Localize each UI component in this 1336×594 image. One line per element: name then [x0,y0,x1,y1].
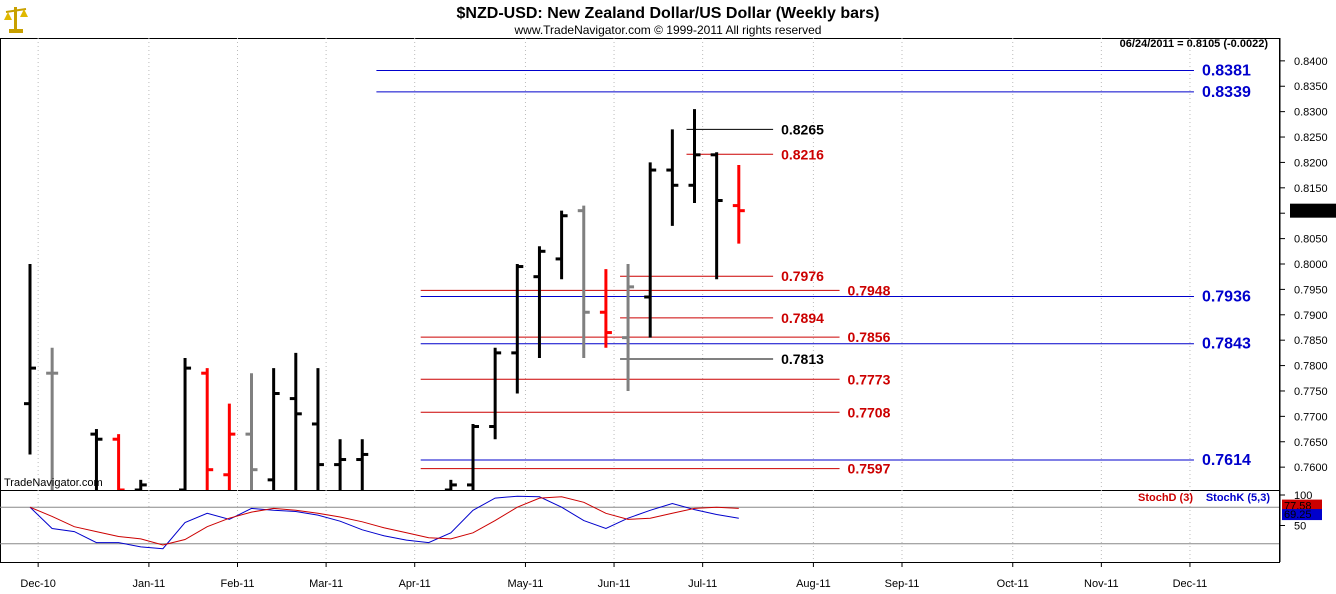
price-tick-label: 0.7850 [1294,335,1328,347]
vertical-grid [37,38,1191,562]
stochk-line [29,495,739,550]
copyright-subtitle: www.TradeNavigator.com © 1999-2011 All r… [514,23,822,37]
price-tick-label: 0.7800 [1294,361,1328,373]
time-label: Feb-11 [220,578,254,590]
price-tick-label: 0.7700 [1294,411,1328,423]
time-label: Jun-11 [598,578,631,590]
price-tick-label: 0.7750 [1294,386,1328,398]
time-label: Jul-11 [688,578,717,590]
time-label: Nov-11 [1084,578,1119,590]
time-label: Dec-10 [20,578,55,590]
level-label: 0.7708 [848,404,891,420]
level-label: 0.7597 [848,461,891,477]
stochd-last-value: 77.58 [1284,501,1312,513]
price-tick-label: 0.7950 [1294,284,1328,296]
level-lines [376,70,1194,470]
level-label: 0.7976 [781,268,824,284]
level-labels: 0.8381 0.8339 0.8265 0.8216 0.7976 0.7948 0.79… [781,63,1251,477]
time-label: Mar-11 [309,578,343,590]
price-tick-label: 0.8000 [1294,259,1328,271]
watermark-text: TradeNavigator.com [4,477,103,489]
stochd-legend: StochD (3) [1138,492,1193,504]
stochk-last-marker [1282,509,1322,521]
price-tick-label: 0.8050 [1294,234,1328,246]
chart-title: $NZD-USD: New Zealand Dollar/US Dollar (… [457,5,880,22]
level-label: 0.8339 [1202,84,1251,101]
level-label: 0.8265 [781,121,824,137]
price-tick-label: 0.7650 [1294,437,1328,449]
level-label: 0.7843 [1202,336,1251,353]
last-quote-label: 06/24/2011 = 0.8105 (-0.0022) [1120,38,1269,50]
price-tick-label: 0.7600 [1294,462,1328,474]
time-label: May-11 [508,578,544,590]
time-axis: Dec-10 Jan-11 Feb-11 Mar-11 Apr-11 May-11 Jun-… [20,562,1207,590]
level-label: 0.7894 [781,310,824,326]
price-tick-label: 0.8300 [1294,107,1328,119]
level-label: 0.7856 [848,329,891,345]
price-tick-label: 0.8400 [1294,56,1328,68]
last-price-value: 0.8105 [1292,206,1326,218]
level-label: 0.7948 [848,282,891,298]
time-label: Apr-11 [399,578,431,590]
price-tick-label: 0.8350 [1294,81,1328,93]
stoch-panel-frame [0,490,1280,563]
price-tick-label: 0.8200 [1294,157,1328,169]
scales-logo-icon [4,7,28,33]
last-price-marker [1290,203,1336,218]
stochd-last-marker [1282,499,1322,512]
stochk-last-value: 69.25 [1284,509,1312,521]
time-label: Oct-11 [997,578,1029,590]
level-label: 0.7614 [1202,452,1251,469]
price-bars [24,109,745,490]
price-tick-label: 0.7900 [1294,310,1328,322]
level-label: 0.7773 [848,371,891,387]
level-label: 0.7936 [1202,289,1251,306]
price-tick-label: 0.8150 [1294,183,1328,195]
level-label: 0.8381 [1202,63,1251,80]
level-label: 0.8216 [781,146,824,162]
price-axis: 0.8400 0.8350 0.8300 0.8250 0.8200 0.8150 0.81… [1279,38,1336,562]
stochastic-lines [0,495,1279,550]
price-tick-label: 0.8250 [1294,132,1328,144]
stoch-tick-label: 50 [1294,521,1306,533]
level-label: 0.7813 [781,351,824,367]
stoch-tick-label: 100 [1294,490,1312,502]
time-label: Jan-11 [132,578,165,590]
stochd-line [29,496,739,546]
time-label: Aug-11 [796,578,831,590]
time-label: Dec-11 [1173,578,1208,590]
price-panel-frame [0,38,1280,491]
time-label: Sep-11 [885,578,920,590]
stochk-legend: StochK (5,3) [1206,492,1271,504]
